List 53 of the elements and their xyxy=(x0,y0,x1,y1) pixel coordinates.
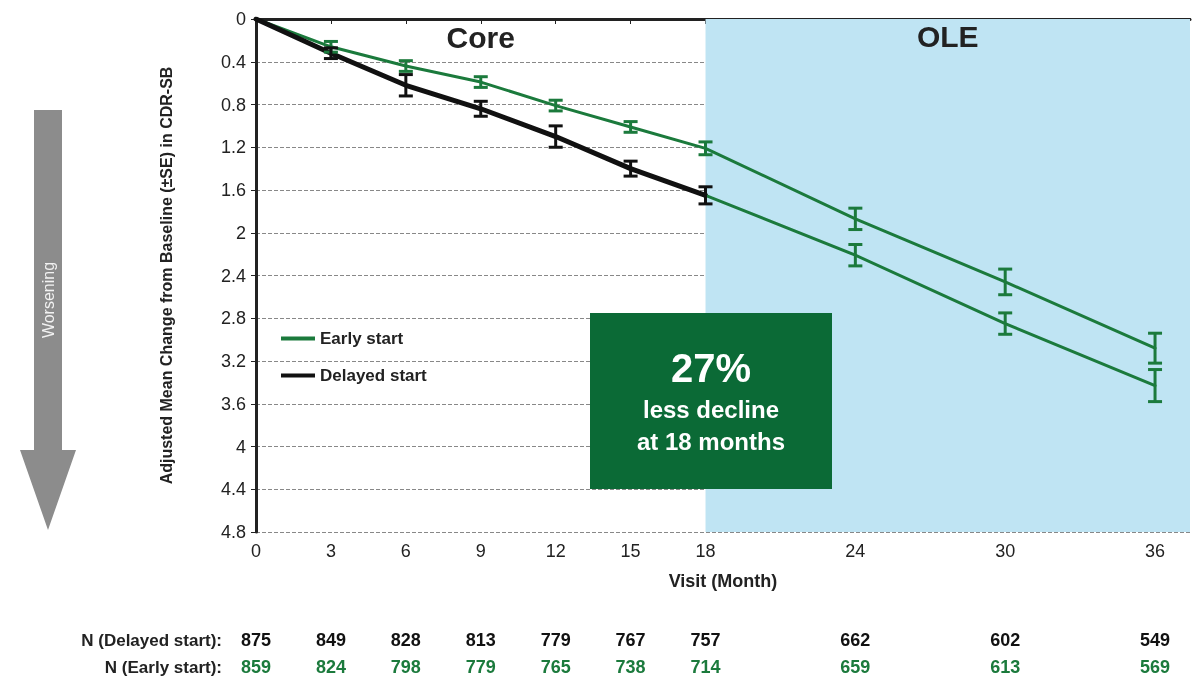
text: 824 xyxy=(315,657,346,677)
text: 798 xyxy=(390,657,421,677)
text: 779 xyxy=(465,657,496,677)
x-tick-label: 6 xyxy=(400,541,411,561)
text: 767 xyxy=(615,630,646,650)
text: 779 xyxy=(540,630,571,650)
x-axis-title: Visit (Month) xyxy=(668,571,778,591)
y-tick-label: 0 xyxy=(235,9,246,29)
y-tick-label: 2.4 xyxy=(220,265,246,286)
text: 849 xyxy=(315,630,346,650)
y-tick-label: 1.6 xyxy=(220,180,246,200)
text: 813 xyxy=(465,630,496,650)
text: N (Early start): xyxy=(104,657,222,677)
text: 859 xyxy=(240,657,272,677)
legend-label: Early start xyxy=(320,329,404,348)
legend-label: Delayed start xyxy=(320,366,428,385)
y-tick-label: 2.8 xyxy=(220,308,246,329)
y-tick-label: 0.4 xyxy=(220,51,246,72)
text: Worsening xyxy=(39,261,57,339)
text: 765 xyxy=(540,657,571,677)
x-tick-label: 15 xyxy=(620,541,641,561)
y-tick-label: 1.2 xyxy=(220,137,246,158)
text: 714 xyxy=(690,657,721,677)
annotation: 27% less decline at 18 months xyxy=(636,346,786,455)
x-tick-label: 9 xyxy=(475,541,486,561)
y-tick-label: 3.6 xyxy=(220,393,246,414)
x-tick-label: 30 xyxy=(995,541,1016,561)
x-tick-label: 36 xyxy=(1145,541,1166,561)
y-tick-label: 4.4 xyxy=(220,479,246,500)
y-tick-label: 4.8 xyxy=(220,522,246,542)
text: 828 xyxy=(390,630,421,650)
annotation: Core xyxy=(446,20,515,54)
text: 738 xyxy=(615,657,646,677)
y-tick-label: 2 xyxy=(235,222,246,243)
text: 662 xyxy=(840,630,871,650)
y-tick-label: 0.8 xyxy=(220,94,246,115)
x-tick-label: 18 xyxy=(695,541,716,561)
text: 549 xyxy=(1140,630,1171,650)
y-tick-label: 3.2 xyxy=(220,351,246,371)
y-axis-title: Adjusted Mean Change from Baseline (±SE) in CDR-SB xyxy=(157,66,175,485)
x-tick-label: 3 xyxy=(325,541,336,561)
text: 613 xyxy=(990,657,1021,677)
text: 757 xyxy=(690,630,721,650)
text: 875 xyxy=(240,630,272,650)
y-tick-label: 4 xyxy=(235,436,246,457)
x-tick-label: 12 xyxy=(545,541,566,561)
text: 602 xyxy=(990,630,1021,650)
text: 569 xyxy=(1140,657,1171,677)
text: N (Delayed start): xyxy=(81,630,222,650)
band-label: OLE xyxy=(916,19,979,53)
x-tick-label: 24 xyxy=(845,541,866,561)
text: 659 xyxy=(840,657,871,677)
x-tick-label: 0 xyxy=(250,541,262,561)
